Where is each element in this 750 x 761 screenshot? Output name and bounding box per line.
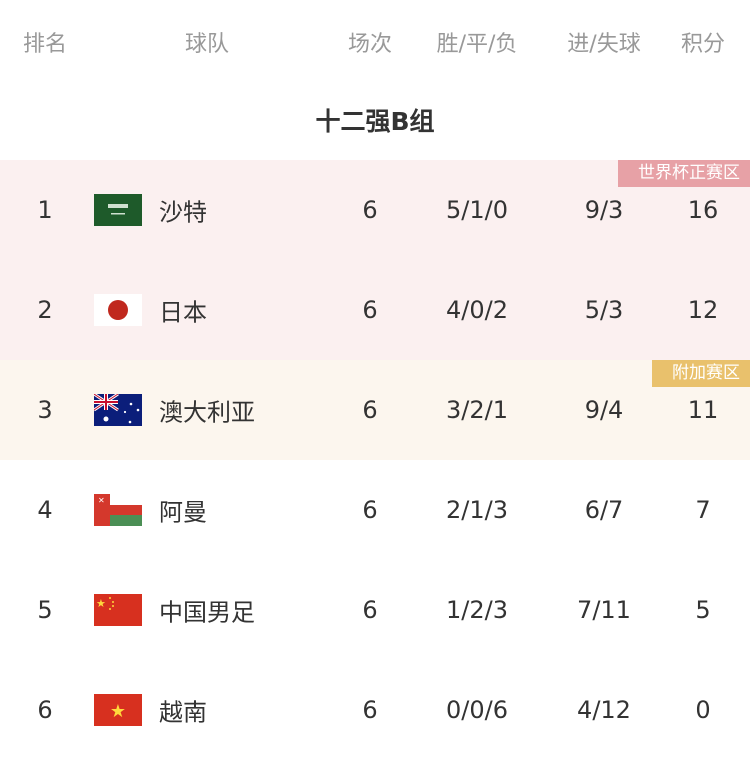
points: 7 — [695, 496, 711, 524]
team-name[interactable]: 阿曼 — [159, 498, 207, 527]
win-draw-loss: 3/2/1 — [446, 396, 508, 424]
vietnam-flag-icon: ★ — [94, 694, 142, 726]
table-row[interactable]: 5 ★ 中国男足 6 1/2/3 7/11 5 — [0, 560, 750, 660]
table-row[interactable]: 3 澳大利亚 6 3/2/1 9/4 11 附加赛区 — [0, 360, 750, 460]
points: 11 — [687, 396, 719, 424]
header-goals: 进/失球 — [567, 32, 641, 57]
win-draw-loss: 0/0/6 — [446, 696, 508, 724]
points: 5 — [695, 596, 711, 624]
japan-flag-icon — [94, 294, 142, 326]
table-row[interactable]: 1 沙特 6 5/1/0 9/3 16 世界杯正赛区 — [0, 160, 750, 260]
win-draw-loss: 5/1/0 — [446, 196, 508, 224]
rank: 2 — [37, 296, 53, 324]
points: 16 — [687, 196, 719, 224]
played: 6 — [362, 296, 378, 324]
header-wdl: 胜/平/负 — [436, 32, 518, 57]
svg-text:★: ★ — [96, 597, 106, 610]
rank: 5 — [37, 596, 53, 624]
china-flag-icon: ★ — [94, 594, 142, 626]
table-header: 排名 球队 场次 胜/平/负 进/失球 积分 — [0, 0, 750, 80]
header-team: 球队 — [184, 32, 230, 57]
rank: 4 — [37, 496, 53, 524]
header-rank: 排名 — [22, 32, 68, 57]
team-name[interactable]: 越南 — [159, 698, 207, 727]
australia-flag-icon — [94, 394, 142, 426]
goals: 7/11 — [577, 596, 631, 624]
rank: 1 — [37, 196, 53, 224]
goals: 9/3 — [584, 196, 624, 224]
table-row[interactable]: 4 ✕ 阿曼 6 2/1/3 6/7 7 — [0, 460, 750, 560]
goals: 4/12 — [577, 696, 631, 724]
played: 6 — [362, 196, 378, 224]
table-row[interactable]: 2 日本 6 4/0/2 5/3 12 — [0, 260, 750, 360]
team-name[interactable]: 沙特 — [159, 198, 207, 227]
team-name[interactable]: 澳大利亚 — [159, 398, 255, 427]
table-row[interactable]: 6 ★ 越南 6 0/0/6 4/12 0 — [0, 660, 750, 760]
svg-text:✕: ✕ — [98, 496, 105, 505]
win-draw-loss: 2/1/3 — [446, 496, 508, 524]
team-name[interactable]: 中国男足 — [159, 598, 255, 627]
points: 0 — [695, 696, 711, 724]
goals: 5/3 — [584, 296, 624, 324]
played: 6 — [362, 396, 378, 424]
goals: 6/7 — [584, 496, 624, 524]
win-draw-loss: 4/0/2 — [446, 296, 508, 324]
oman-flag-icon: ✕ — [94, 494, 142, 526]
saudi-arabia-flag-icon — [94, 194, 142, 226]
svg-text:★: ★ — [110, 701, 126, 722]
rank: 6 — [37, 696, 53, 724]
rank: 3 — [37, 396, 53, 424]
points: 12 — [687, 296, 719, 324]
played: 6 — [362, 596, 378, 624]
header-played: 场次 — [347, 32, 393, 57]
playoff-zone-badge: 附加赛区 — [652, 360, 750, 387]
goals: 9/4 — [584, 396, 624, 424]
win-draw-loss: 1/2/3 — [446, 596, 508, 624]
group-title: 十二强B组 — [315, 107, 435, 136]
played: 6 — [362, 696, 378, 724]
header-points: 积分 — [680, 32, 726, 57]
team-name[interactable]: 日本 — [159, 298, 207, 327]
qualify-zone-badge: 世界杯正赛区 — [618, 160, 750, 187]
played: 6 — [362, 496, 378, 524]
